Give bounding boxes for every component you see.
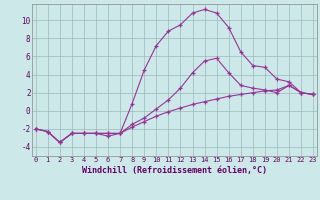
- X-axis label: Windchill (Refroidissement éolien,°C): Windchill (Refroidissement éolien,°C): [82, 166, 267, 175]
